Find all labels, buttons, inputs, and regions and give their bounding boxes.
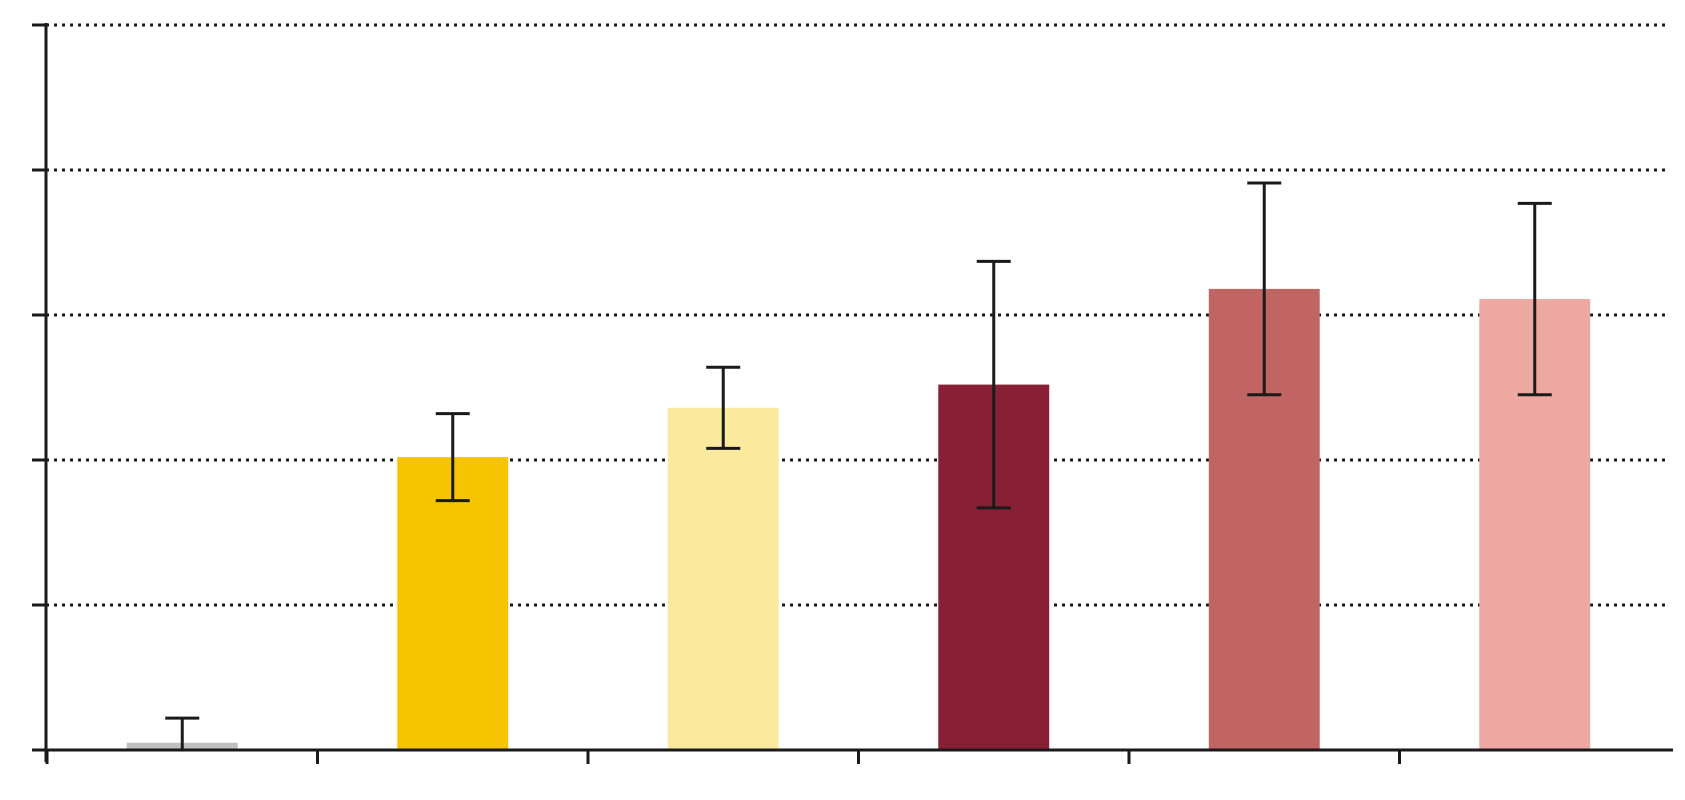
plot-area xyxy=(126,181,1591,750)
bar xyxy=(397,457,509,750)
error-bar xyxy=(706,365,741,450)
error-bar xyxy=(1517,201,1552,397)
error-bar xyxy=(165,716,200,750)
error-bar xyxy=(1247,181,1282,397)
error-bar xyxy=(976,259,1011,510)
bar xyxy=(667,407,779,750)
error-bar xyxy=(435,412,470,503)
